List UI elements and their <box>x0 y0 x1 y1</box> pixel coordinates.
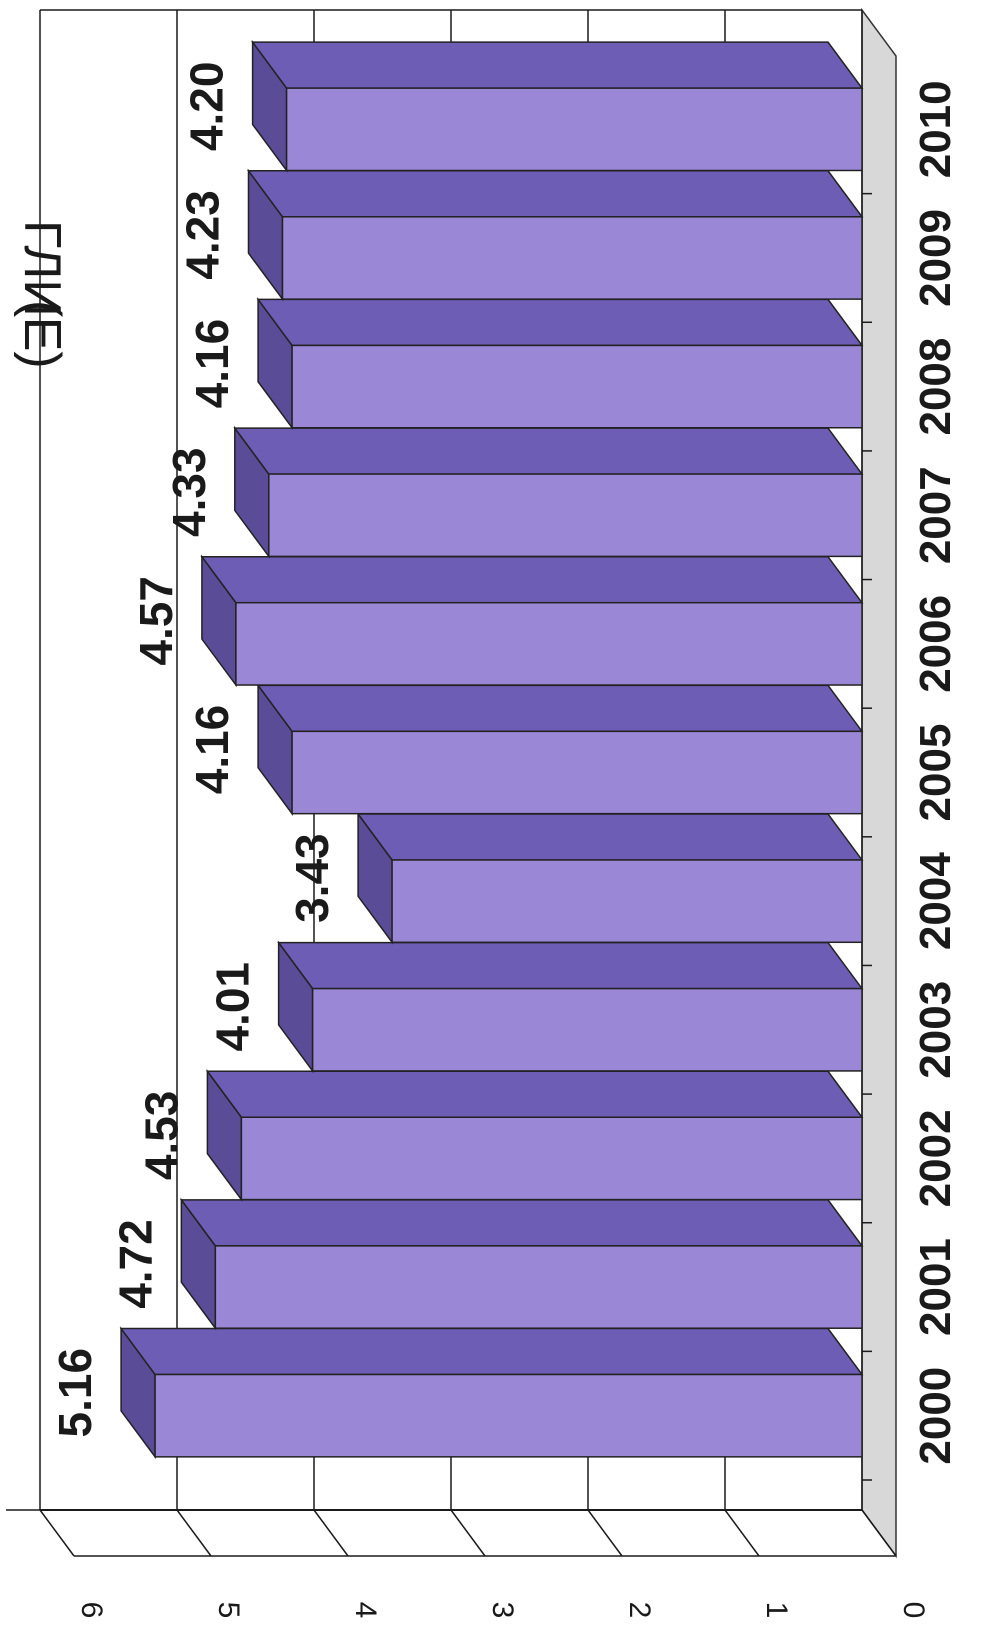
category-label-2001: 2001 <box>911 1238 960 1336</box>
bar-2005 <box>292 731 862 813</box>
bar-top-2008 <box>258 299 862 345</box>
bar-top-2005 <box>258 685 862 731</box>
value-label-2005: 4.16 <box>186 705 238 795</box>
tick-label-3: 3 <box>486 1602 519 1619</box>
bar-top-2001 <box>181 1200 862 1246</box>
value-label-2002: 4.53 <box>135 1091 187 1181</box>
bar-2006 <box>236 603 862 685</box>
gridline-depth-5 <box>177 1510 211 1556</box>
tick-label-1: 1 <box>760 1602 793 1619</box>
bar-top-2004 <box>358 814 862 860</box>
value-label-2001: 4.72 <box>109 1219 161 1309</box>
category-label-2002: 2002 <box>911 1109 960 1207</box>
tick-label-2: 2 <box>623 1602 656 1619</box>
bar-top-2010 <box>253 42 862 88</box>
gridline-depth-3 <box>451 1510 485 1556</box>
value-label-2007: 4.33 <box>163 447 215 537</box>
category-label-2008: 2008 <box>911 338 960 436</box>
bar-top-2002 <box>207 1071 862 1117</box>
bar-2002 <box>241 1117 862 1199</box>
bar-2010 <box>287 88 862 170</box>
value-label-2003: 4.01 <box>207 962 259 1052</box>
value-label-2004: 3.43 <box>286 833 338 923</box>
gridline-depth-6 <box>40 1510 74 1556</box>
tick-label-0: 0 <box>897 1602 930 1619</box>
title-fragment: ( ГЛИЕ) <box>13 220 71 369</box>
bar-2000 <box>155 1375 862 1457</box>
value-label-2000: 5.16 <box>49 1348 101 1438</box>
category-label-2000: 2000 <box>911 1367 960 1465</box>
tick-label-5: 5 <box>212 1602 245 1619</box>
value-label-2008: 4.16 <box>186 319 238 409</box>
category-label-2010: 2010 <box>911 80 960 178</box>
bar-top-2003 <box>279 943 862 989</box>
bar-2003 <box>313 989 862 1071</box>
category-label-2005: 2005 <box>911 724 960 822</box>
gridline-depth-1 <box>725 1510 759 1556</box>
rotated-title-fragment-2: ГЛИЕ) <box>13 220 71 369</box>
tick-label-4: 4 <box>349 1602 382 1619</box>
bar-2009 <box>282 217 862 299</box>
floor-plane <box>862 10 896 1556</box>
value-label-2006: 4.57 <box>130 576 182 666</box>
value-label-2009: 4.23 <box>176 190 228 280</box>
bar-top-2000 <box>121 1329 862 1375</box>
category-label-2004: 2004 <box>911 852 960 950</box>
category-label-2007: 2007 <box>911 466 960 564</box>
category-label-2006: 2006 <box>911 595 960 693</box>
gridline-depth-2 <box>588 1510 622 1556</box>
bar-top-2006 <box>202 557 862 603</box>
bar-2008 <box>292 345 862 427</box>
category-label-2009: 2009 <box>911 209 960 307</box>
bar-2007 <box>269 474 862 556</box>
gridline-depth-4 <box>314 1510 348 1556</box>
bar-top-2009 <box>248 171 862 217</box>
category-label-2003: 2003 <box>911 981 960 1079</box>
bar-top-2007 <box>235 428 862 474</box>
value-label-2010: 4.20 <box>181 62 233 152</box>
tick-label-6: 6 <box>75 1602 108 1619</box>
value-axis-ticks: 0 1 2 3 4 5 6 <box>75 1602 930 1619</box>
bar-2001 <box>215 1246 862 1328</box>
chart-floor <box>862 10 896 1556</box>
bar-2004 <box>392 860 862 942</box>
